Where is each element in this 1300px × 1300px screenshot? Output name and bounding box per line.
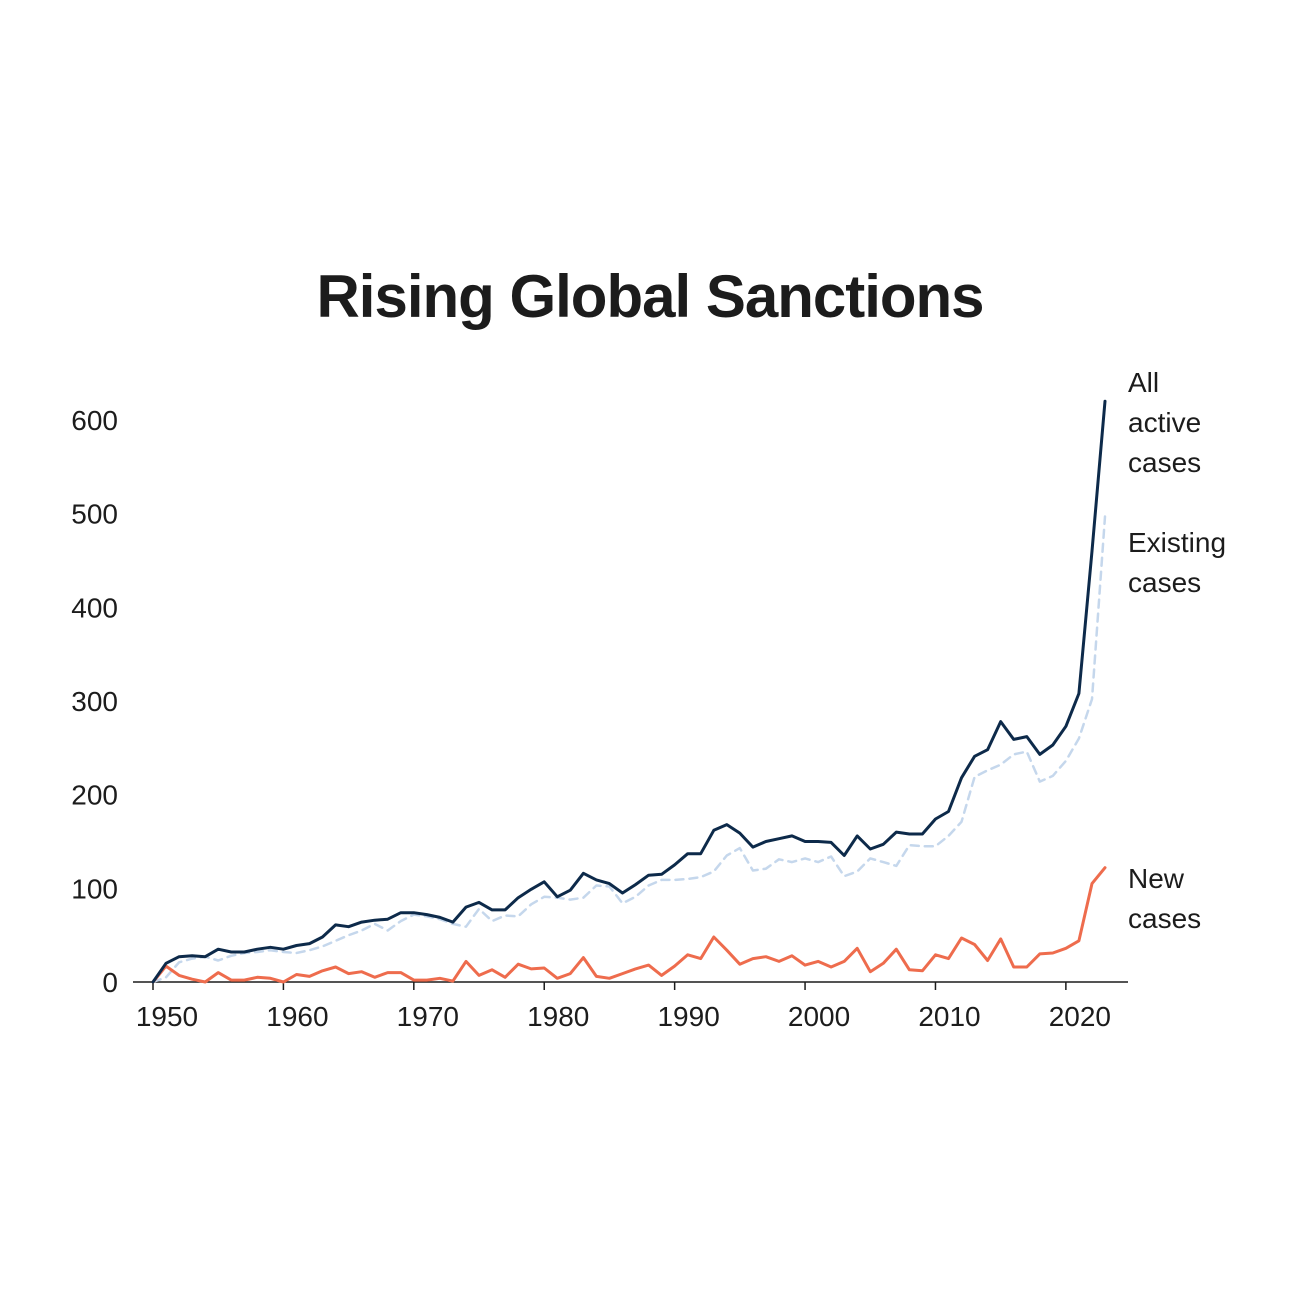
x-tick-label: 2020 bbox=[1049, 1001, 1111, 1032]
y-tick-label: 600 bbox=[71, 405, 118, 436]
series-line-all-active-cases bbox=[151, 399, 1107, 984]
series-label-existing-cases: Existing cases bbox=[1128, 527, 1226, 598]
y-tick-label: 300 bbox=[71, 686, 118, 717]
x-tick-label: 1960 bbox=[266, 1001, 328, 1032]
x-tick-label: 1950 bbox=[136, 1001, 198, 1032]
x-tick-label: 1990 bbox=[657, 1001, 719, 1032]
y-tick-label: 500 bbox=[71, 499, 118, 530]
series-lines bbox=[151, 399, 1107, 984]
series-label-all-active-cases: All active cases bbox=[1128, 367, 1201, 478]
x-tick-label: 2000 bbox=[788, 1001, 850, 1032]
x-tick-label: 1980 bbox=[527, 1001, 589, 1032]
y-tick-label: 200 bbox=[71, 780, 118, 811]
x-tick-label: 1970 bbox=[397, 1001, 459, 1032]
y-tick-label: 0 bbox=[102, 967, 118, 998]
x-tick-label: 2010 bbox=[918, 1001, 980, 1032]
series-label-new-cases: New cases bbox=[1128, 863, 1201, 934]
x-axis: 1950 1960 1970 1980 1990 2000 2010 2020 bbox=[133, 981, 1128, 1032]
chart-title: Rising Global Sanctions bbox=[316, 263, 984, 330]
series-labels: All active cases Existing cases New cases bbox=[1128, 367, 1226, 934]
y-tick-label: 100 bbox=[71, 873, 118, 904]
y-axis: 0 100 200 300 400 500 600 bbox=[71, 405, 118, 998]
series-line-existing-cases bbox=[151, 515, 1107, 984]
series-line-new-cases bbox=[151, 866, 1107, 984]
y-tick-label: 400 bbox=[71, 592, 118, 623]
